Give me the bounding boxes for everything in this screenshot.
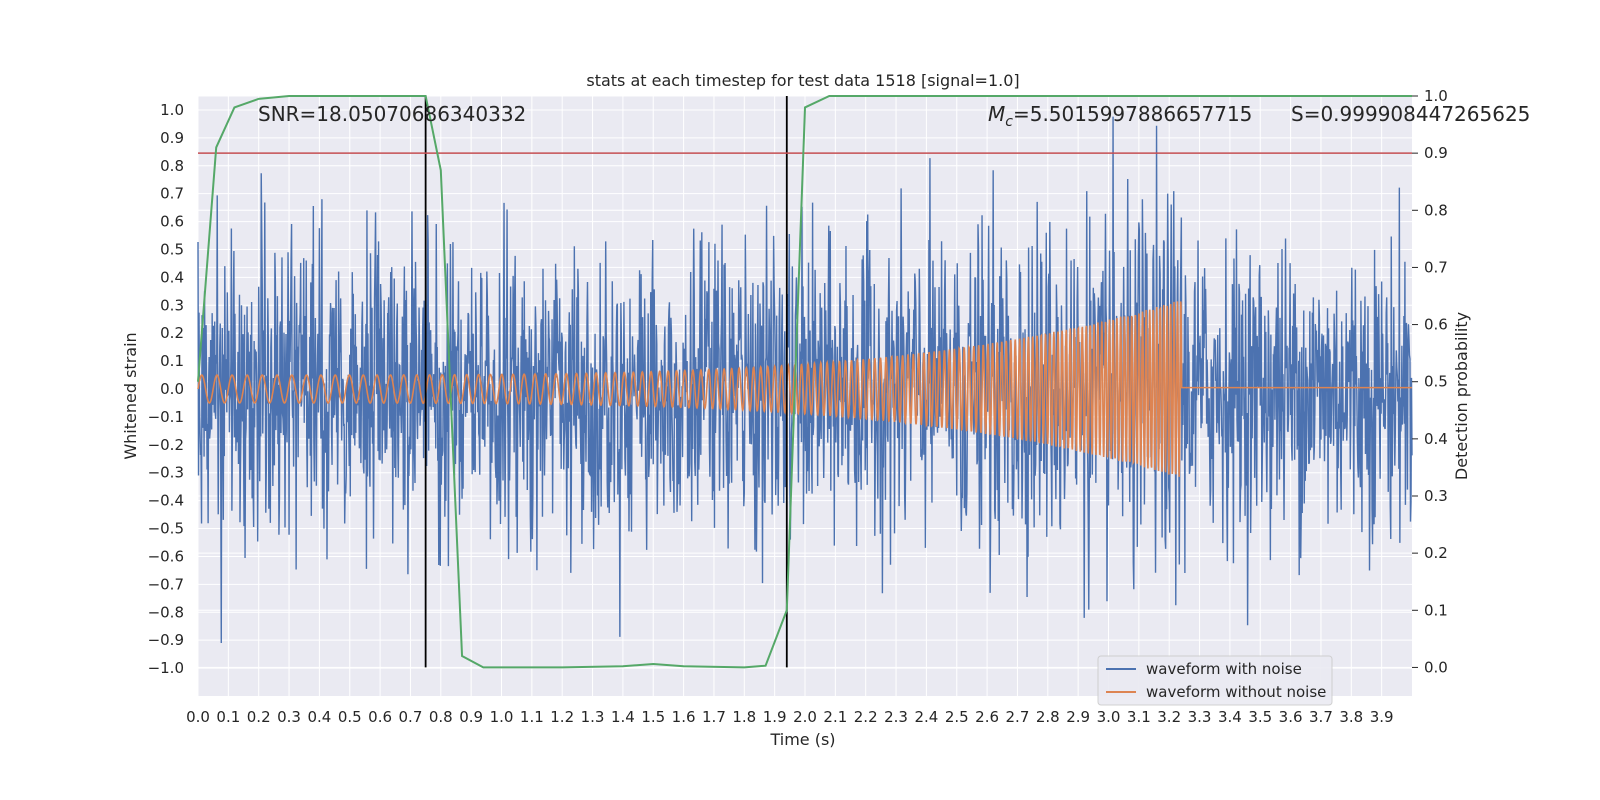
x-tick-label: 1.7	[702, 708, 726, 726]
x-tick-label: 0.2	[247, 708, 271, 726]
x-tick-label: 1.1	[520, 708, 544, 726]
y2-tick-label: 0.5	[1424, 373, 1448, 391]
x-tick-label: 1.0	[490, 708, 514, 726]
chirp-mass-symbol: M	[988, 102, 1005, 126]
x-tick-label: 0.4	[307, 708, 331, 726]
y-tick-label: 0.1	[160, 352, 184, 370]
x-tick-label: 2.0	[793, 708, 817, 726]
x-tick-label: 2.2	[854, 708, 878, 726]
x-tick-label: 0.1	[216, 708, 240, 726]
x-tick-label: 2.7	[1006, 708, 1030, 726]
y-tick-label: −0.4	[148, 492, 184, 510]
clean-waveform-line	[197, 301, 1412, 477]
x-tick-label: 3.9	[1370, 708, 1394, 726]
score-annotation: S=0.999908447265625	[1291, 102, 1530, 126]
y-tick-label: 0.6	[160, 213, 184, 231]
y2-tick-label: 0.3	[1424, 487, 1448, 505]
y2-tick-label: 0.8	[1424, 201, 1448, 219]
x-axis-ticks: 0.0 0.1 0.2 0.3 0.4 0.5 0.6 0.7 0.8 0.9 1.0 1.1 1.2 1…	[186, 708, 1394, 726]
x-tick-label: 0.3	[277, 708, 301, 726]
y2-tick-label: 0.9	[1424, 144, 1448, 162]
detection-probability-line	[197, 95, 1412, 669]
x-tick-label: 1.6	[672, 708, 696, 726]
x-tick-label: 0.9	[459, 708, 483, 726]
y-tick-label: −0.1	[148, 408, 184, 426]
y-tick-label: 0.9	[160, 129, 184, 147]
x-tick-label: 3.8	[1339, 708, 1363, 726]
y-tick-label: −1.0	[148, 659, 184, 677]
x-tick-label: 1.8	[732, 708, 756, 726]
x-tick-label: 3.6	[1279, 708, 1303, 726]
chirp-mass-value: =5.5015997886657715	[1013, 102, 1252, 126]
legend-label-noise: waveform with noise	[1146, 660, 1302, 678]
y-tick-label: 0.2	[160, 324, 184, 342]
y-tick-label: 0.5	[160, 240, 184, 258]
y2-axis-ticks: 1.0 0.9 0.8 0.7 0.6 0.5 0.4 0.3 0.2 0.1 0.0	[1412, 87, 1448, 676]
y-tick-label: −0.5	[148, 520, 184, 538]
y-tick-label: −0.8	[148, 603, 184, 621]
y2-tick-label: 0.1	[1424, 601, 1448, 619]
x-tick-label: 3.3	[1188, 708, 1212, 726]
x-tick-label: 1.2	[550, 708, 574, 726]
y-gridlines	[198, 109, 1412, 669]
y-axis-ticks: 1.0 0.9 0.8 0.7 0.6 0.5 0.4 0.3 0.2 0.1 0.0 −0.1 −0.…	[148, 101, 184, 677]
y-axis-label: Whitened strain	[121, 332, 140, 459]
series-waveform-with-noise	[197, 116, 1413, 643]
x-axis-label: Time (s)	[769, 730, 835, 749]
x-tick-label: 2.9	[1066, 708, 1090, 726]
x-tick-label: 2.6	[975, 708, 999, 726]
legend: waveform with noise waveform without noi…	[1097, 655, 1333, 706]
y2-axis-label: Detection probability	[1452, 312, 1471, 480]
x-tick-label: 3.7	[1309, 708, 1333, 726]
y2-tick-label: 0.6	[1424, 316, 1448, 334]
x-tick-label: 3.4	[1218, 708, 1242, 726]
x-tick-label: 0.7	[399, 708, 423, 726]
y-tick-label: −0.3	[148, 464, 184, 482]
y-tick-label: 0.3	[160, 296, 184, 314]
noise-waveform-line	[197, 116, 1413, 643]
y2-tick-label: 0.4	[1424, 430, 1448, 448]
y-tick-label: −0.6	[148, 547, 184, 565]
snr-annotation: SNR=18.05070686340332	[258, 102, 526, 126]
y-tick-label: −0.9	[148, 631, 184, 649]
chirp-mass-annotation: Mc=5.5015997886657715	[988, 102, 1252, 130]
legend-label-clean: waveform without noise	[1146, 683, 1326, 701]
y-tick-label: 1.0	[160, 101, 184, 119]
x-tick-label: 3.0	[1097, 708, 1121, 726]
x-tick-label: 2.8	[1036, 708, 1060, 726]
chart-title: stats at each timestep for test data 151…	[586, 71, 1019, 90]
x-tick-label: 3.2	[1157, 708, 1181, 726]
x-tick-label: 3.1	[1127, 708, 1151, 726]
y-tick-label: 0.7	[160, 185, 184, 203]
x-tick-label: 2.5	[945, 708, 969, 726]
series-detection-probability	[197, 95, 1412, 669]
y-tick-label: −0.7	[148, 575, 184, 593]
x-tick-label: 2.1	[823, 708, 847, 726]
x-tick-label: 3.5	[1248, 708, 1272, 726]
y2-tick-label: 1.0	[1424, 87, 1448, 105]
x-tick-label: 2.3	[884, 708, 908, 726]
x-tick-label: 0.5	[338, 708, 362, 726]
signal-markers	[424, 96, 788, 668]
x-tick-label: 0.6	[368, 708, 392, 726]
x-tick-label: 1.9	[763, 708, 787, 726]
y2-tick-label: 0.0	[1424, 658, 1448, 676]
y-tick-label: 0.0	[160, 380, 184, 398]
x-tick-label: 0.8	[429, 708, 453, 726]
x-tick-label: 0.0	[186, 708, 210, 726]
chirp-mass-subscript: c	[1005, 114, 1013, 130]
legend-box	[1097, 655, 1333, 706]
y-tick-label: −0.2	[148, 436, 184, 454]
series-waveform-without-noise	[197, 301, 1412, 477]
y-tick-label: 0.8	[160, 157, 184, 175]
y2-tick-label: 0.7	[1424, 258, 1448, 276]
x-tick-label: 1.3	[581, 708, 605, 726]
x-tick-label: 2.4	[914, 708, 938, 726]
x-tick-label: 1.5	[641, 708, 665, 726]
y2-tick-label: 0.2	[1424, 544, 1448, 562]
x-tick-label: 1.4	[611, 708, 635, 726]
y-tick-label: 0.4	[160, 268, 184, 286]
